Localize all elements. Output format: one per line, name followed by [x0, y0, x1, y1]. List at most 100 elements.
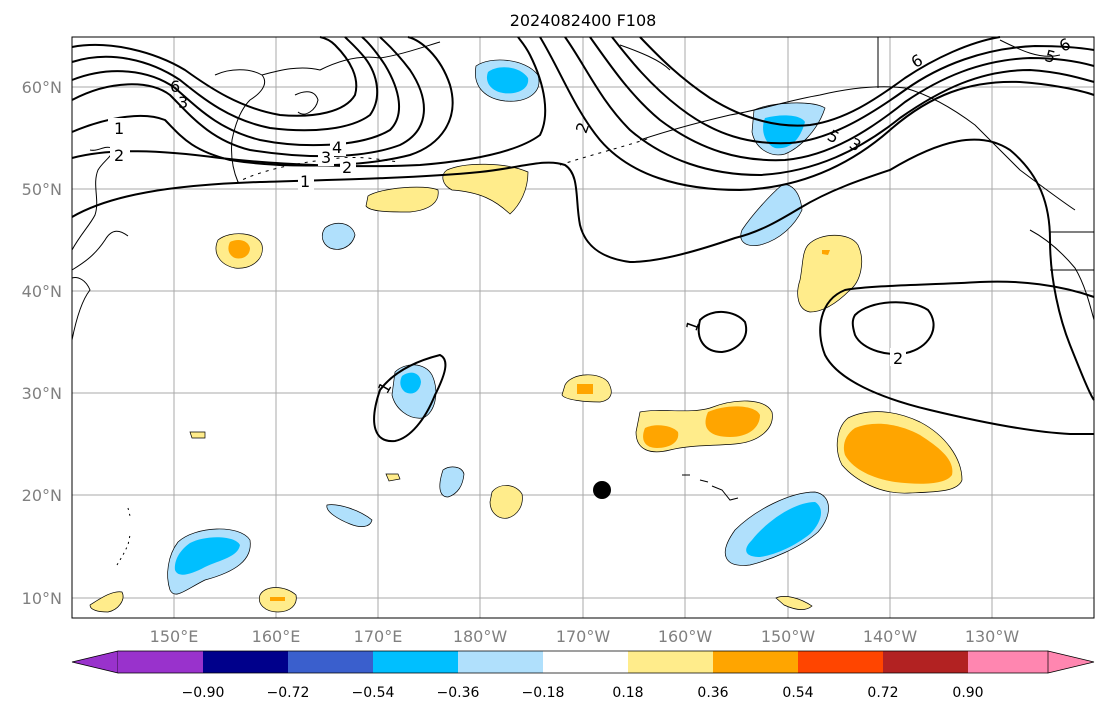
coastline-north-alaska	[619, 44, 671, 71]
colorbar-tick-label: −0.18	[522, 685, 565, 701]
coastline-japan	[71, 230, 129, 271]
contour-label: 2	[342, 158, 352, 177]
contour-line	[71, 36, 379, 132]
anomaly-region	[326, 504, 373, 527]
colorbar-extend-high	[1047, 650, 1095, 674]
colorbar-ticks: −0.90 −0.72 −0.54 −0.36 −0.18 0.18 0.36 …	[182, 685, 984, 701]
contour-line	[851, 301, 935, 356]
anomaly-region	[797, 234, 862, 313]
anomaly-core	[643, 425, 679, 448]
colorbar-tick-label: −0.36	[437, 685, 480, 701]
contour-label: 3	[178, 93, 188, 112]
contour-line	[639, 36, 1001, 127]
anomaly-region	[442, 163, 529, 215]
contour-line	[71, 138, 1095, 401]
contour-label: 2	[114, 146, 124, 165]
colorbar-tick-label: −0.90	[182, 685, 225, 701]
map-frame	[71, 36, 1095, 619]
label-bg	[890, 348, 906, 366]
colorbar-segment	[883, 651, 968, 673]
lat-label: 10°N	[22, 589, 62, 608]
label-bg	[330, 138, 346, 156]
coastline-siberia	[261, 41, 441, 76]
coastline-kamchatka	[214, 69, 266, 183]
contour-label: 1	[300, 172, 310, 191]
colorbar: −0.90 −0.72 −0.54 −0.36 −0.18 0.18 0.36 …	[71, 650, 1095, 701]
contour-line	[71, 36, 358, 117]
anomaly-core	[270, 597, 285, 601]
contour-line	[819, 280, 1095, 435]
colorbar-tick-label: −0.54	[352, 685, 395, 701]
contour-labels: 1 2 6 3 4 3 2 1 2 5 3 6 5 6 1 2 1	[108, 34, 1074, 397]
contour-label: 5	[1043, 46, 1058, 67]
contour-label: 2	[893, 349, 903, 368]
anomaly-core	[705, 406, 760, 437]
location-marker	[593, 481, 611, 499]
label-bg	[108, 118, 128, 138]
lon-label: 140°W	[863, 627, 918, 646]
label-bg	[298, 172, 314, 190]
colorbar-segment	[118, 651, 203, 673]
lon-label: 150°W	[761, 627, 816, 646]
coastlines	[71, 37, 1095, 566]
anomaly-region	[189, 431, 206, 439]
anomaly-region	[321, 222, 356, 250]
contour-line	[71, 36, 547, 168]
coastline-arctic	[999, 39, 1061, 57]
contour-line	[373, 353, 447, 443]
map-panel: 1 2 6 3 4 3 2 1 2 5 3 6 5 6 1 2 1	[71, 34, 1095, 619]
anomaly-core	[400, 372, 421, 394]
lon-label: 150°E	[150, 627, 199, 646]
colorbar-segment	[798, 651, 883, 673]
colorbar-segment	[968, 651, 1048, 673]
label-bg	[340, 158, 356, 176]
anomaly-core	[577, 384, 593, 394]
anomaly-region	[740, 184, 803, 246]
contour-line	[71, 36, 401, 147]
colorbar-segment	[203, 651, 288, 673]
colorbar-segment	[458, 651, 543, 673]
anomaly-core	[174, 537, 240, 575]
anomaly-core	[822, 250, 830, 255]
anomaly-core	[486, 67, 529, 94]
coastline-asia-south	[71, 277, 91, 341]
colorbar-tick-label: 0.18	[612, 685, 643, 701]
contour-line	[71, 36, 425, 158]
colorbar-tick-label: −0.72	[267, 685, 310, 701]
colorbar-segment	[288, 651, 373, 673]
positive-anomaly-regions	[89, 163, 963, 613]
lon-label: 170°E	[354, 627, 403, 646]
anomaly-region	[775, 596, 813, 610]
coastline-alaska	[639, 86, 906, 141]
lon-label: 160°E	[252, 627, 301, 646]
lat-label: 60°N	[22, 78, 62, 97]
colorbar-tick-label: 0.54	[782, 685, 813, 701]
colorbar-segment	[713, 651, 798, 673]
contour-line	[611, 36, 1095, 145]
colorbar-segment	[543, 651, 628, 673]
colorbar-segment	[628, 651, 713, 673]
contour-label: 6	[170, 77, 180, 96]
lat-label: 30°N	[22, 384, 62, 403]
lon-label: 170°W	[556, 627, 611, 646]
anomaly-region	[489, 485, 523, 519]
anomaly-region	[365, 186, 439, 213]
anomaly-region	[89, 591, 124, 613]
contour-label: 1	[114, 119, 124, 138]
contour-label: 6	[908, 50, 926, 72]
coastline-aleutians	[559, 137, 651, 166]
coastline-asia	[71, 146, 113, 251]
anomaly-core	[843, 423, 953, 484]
anomaly-region	[439, 466, 465, 498]
lon-label: 180°W	[453, 627, 508, 646]
anomaly-core	[228, 240, 250, 259]
contour-label: 4	[332, 138, 342, 157]
lon-label: 160°W	[658, 627, 713, 646]
coastline-us-west	[1029, 229, 1095, 321]
lat-label: 50°N	[22, 180, 62, 199]
contour-line	[539, 36, 1095, 192]
colorbar-outline	[118, 650, 1048, 674]
colorbar-segment	[373, 651, 458, 673]
contour-label: 3	[321, 148, 331, 167]
